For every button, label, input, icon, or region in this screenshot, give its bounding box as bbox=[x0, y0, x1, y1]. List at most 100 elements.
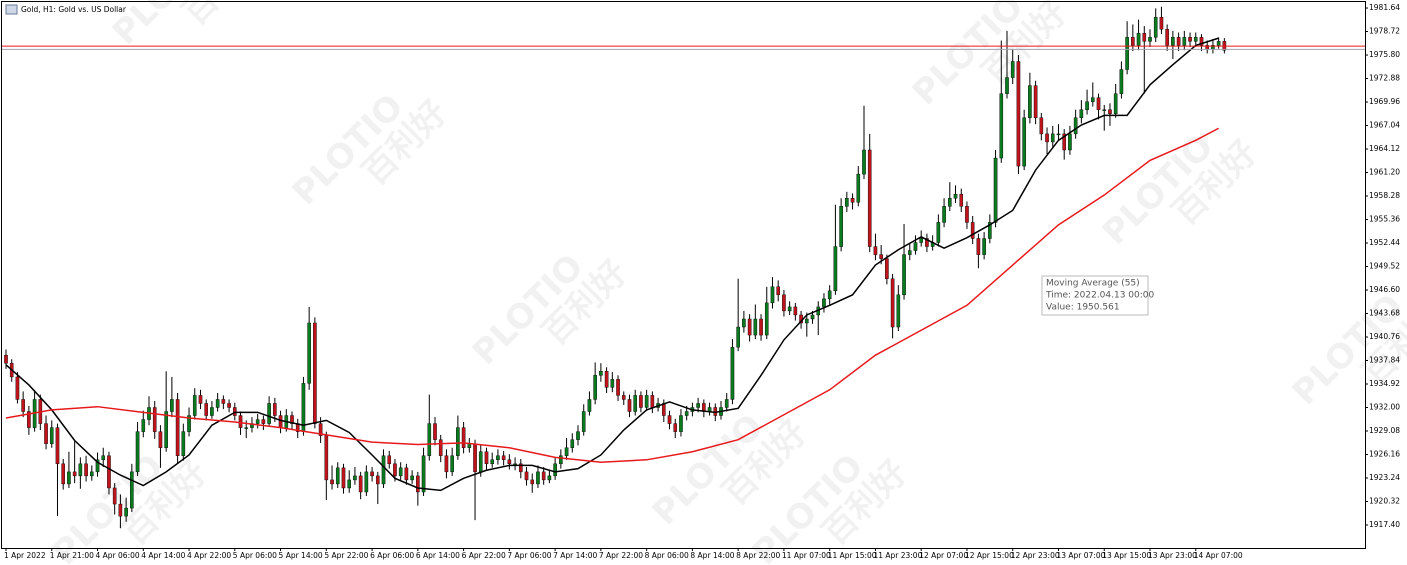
candle-body bbox=[679, 415, 683, 432]
candle-body bbox=[942, 206, 946, 223]
candle-body bbox=[421, 455, 426, 493]
candle-body bbox=[810, 314, 815, 320]
candle-body bbox=[175, 399, 180, 456]
y-tick-label: 1940.76 bbox=[1369, 332, 1400, 341]
candle-body bbox=[89, 471, 94, 477]
candle-body bbox=[1050, 133, 1055, 143]
candle-body bbox=[1090, 97, 1095, 102]
candle-body bbox=[1125, 37, 1129, 70]
candle-body bbox=[541, 471, 546, 481]
candle-body bbox=[61, 463, 65, 485]
y-tick-label: 1946.60 bbox=[1369, 285, 1400, 294]
candle-body bbox=[650, 395, 655, 408]
candle-body bbox=[112, 487, 117, 505]
candle-body bbox=[982, 238, 986, 255]
candle-body bbox=[198, 395, 203, 404]
candle-body bbox=[376, 475, 380, 485]
candle-body bbox=[490, 459, 495, 465]
candle-body bbox=[290, 415, 294, 424]
y-tick-label: 1978.72 bbox=[1369, 27, 1400, 36]
candle-body bbox=[1148, 37, 1152, 42]
candle-body bbox=[827, 290, 832, 300]
candle-body bbox=[273, 403, 277, 416]
candle-body bbox=[141, 419, 146, 432]
candle-body bbox=[238, 415, 243, 428]
candle-body bbox=[753, 318, 758, 336]
candle-body bbox=[776, 286, 780, 296]
candle-body bbox=[822, 298, 826, 308]
candle-body bbox=[381, 455, 386, 485]
y-tick-label: 1964.12 bbox=[1369, 144, 1400, 153]
x-tick-label: 8 Apr 06:00 bbox=[645, 551, 689, 560]
candle-body bbox=[1159, 17, 1164, 30]
candle-body bbox=[438, 439, 443, 456]
candle-body bbox=[433, 423, 437, 440]
candle-body bbox=[902, 254, 906, 296]
x-tick-label: 7 Apr 14:00 bbox=[553, 551, 597, 560]
candle-body bbox=[164, 411, 168, 448]
candle-body bbox=[513, 463, 517, 466]
candle-body bbox=[970, 222, 975, 239]
candle-body bbox=[398, 467, 403, 477]
candle-body bbox=[4, 354, 8, 364]
tooltip bbox=[1041, 275, 1149, 316]
candle-body bbox=[1005, 77, 1009, 94]
y-tick-label: 1967.04 bbox=[1369, 121, 1400, 130]
candle-body bbox=[1188, 37, 1192, 42]
candle-body bbox=[1216, 41, 1221, 46]
x-tick-label: 12 Apr 23:00 bbox=[1011, 551, 1060, 560]
x-tick-label: 4 Apr 14:00 bbox=[141, 551, 185, 560]
candle-body bbox=[187, 415, 191, 432]
x-tick-label: 11 Apr 23:00 bbox=[873, 551, 922, 560]
candle-body bbox=[192, 395, 197, 416]
y-tick-label: 1955.36 bbox=[1369, 215, 1400, 224]
candle-body bbox=[450, 455, 454, 473]
candle-body bbox=[519, 463, 523, 473]
candle-body bbox=[158, 431, 163, 448]
plot-frame bbox=[1, 1, 1366, 549]
candle-body bbox=[387, 455, 392, 465]
candle-body bbox=[278, 415, 283, 428]
candle-body bbox=[839, 206, 843, 247]
candle-body bbox=[639, 395, 643, 408]
candle-body bbox=[324, 435, 329, 481]
candle-body bbox=[919, 238, 923, 243]
y-tick-label: 1932.00 bbox=[1369, 402, 1400, 411]
candle-body bbox=[456, 427, 460, 456]
candle-body bbox=[124, 507, 128, 517]
candle-body bbox=[78, 463, 83, 477]
candle-body bbox=[95, 459, 100, 473]
tooltip-text: Time: 2022.04.13 00:00 bbox=[1045, 291, 1155, 301]
y-tick-label: 1969.96 bbox=[1369, 97, 1400, 106]
candle-body bbox=[496, 455, 500, 461]
candle-body bbox=[530, 479, 535, 485]
candle-body bbox=[1119, 69, 1124, 94]
candle-body bbox=[936, 222, 941, 243]
chart-title: Gold, H1: Gold vs. US Dollar bbox=[21, 5, 127, 14]
y-tick-label: 1926.16 bbox=[1369, 449, 1400, 458]
candle-body bbox=[885, 258, 889, 279]
candle-body bbox=[787, 306, 792, 312]
candle-body bbox=[1022, 117, 1026, 167]
candle-body bbox=[227, 403, 231, 408]
candle-body bbox=[461, 427, 466, 448]
candle-body bbox=[667, 415, 672, 424]
candle-body bbox=[850, 198, 855, 203]
y-tick-label: 1943.68 bbox=[1369, 309, 1400, 318]
candle-body bbox=[1085, 101, 1089, 110]
x-tick-label: 5 Apr 06:00 bbox=[233, 551, 277, 560]
candle-body bbox=[427, 423, 432, 456]
candle-body bbox=[873, 246, 878, 255]
x-tick-label: 12 Apr 07:00 bbox=[919, 551, 968, 560]
candle-body bbox=[501, 455, 506, 461]
candle-body bbox=[255, 419, 260, 424]
candle-body bbox=[959, 194, 964, 207]
candle-body bbox=[478, 451, 483, 473]
candle-body bbox=[896, 294, 901, 328]
candle-body bbox=[484, 451, 489, 465]
y-tick-label: 1929.08 bbox=[1369, 426, 1400, 435]
candle-body bbox=[759, 318, 763, 336]
candle-body bbox=[444, 455, 449, 473]
candle-body bbox=[616, 379, 620, 396]
candle-body bbox=[55, 427, 60, 465]
